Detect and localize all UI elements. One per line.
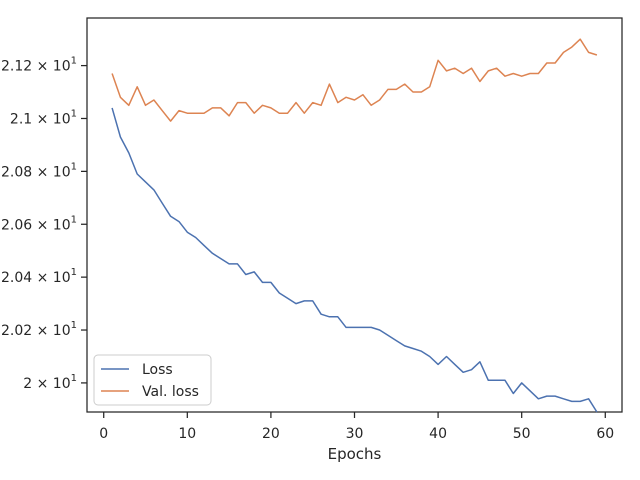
- y-tick-exponent: 1: [71, 373, 77, 384]
- y-tick-exponent: 1: [71, 320, 77, 331]
- y-tick-label: 2.02 × 101: [1, 320, 77, 339]
- x-axis: 0 10 20 30 40 50 60: [99, 412, 614, 442]
- y-tick-exponent: 1: [71, 108, 77, 119]
- series-line-1: [111, 38, 598, 122]
- x-tick-label: 40: [429, 426, 447, 442]
- y-tick-mantissa: 2.08: [1, 164, 32, 180]
- y-tick-exponent: 1: [71, 267, 77, 278]
- y-tick-label: 2.12 × 101: [1, 56, 77, 75]
- x-tick-label: 50: [513, 426, 531, 442]
- y-tick-label: 2.1 × 101: [10, 108, 77, 127]
- y-tick-label: 2 × 101: [23, 373, 77, 392]
- x-tick-label: 30: [346, 426, 364, 442]
- y-tick-mantissa: 2.1: [10, 111, 32, 127]
- y-tick-mantissa: 2.04: [1, 270, 32, 286]
- legend: Loss Val. loss: [93, 354, 212, 406]
- y-tick-exponent: 1: [71, 56, 77, 67]
- x-tick-label: 10: [178, 426, 196, 442]
- y-tick-label: 2.06 × 101: [1, 214, 77, 233]
- x-axis-label: Epochs: [328, 445, 382, 463]
- y-tick-mantissa: 2.02: [1, 323, 32, 339]
- y-tick-label: 2.08 × 101: [1, 161, 77, 180]
- y-tick-mantissa: 2.12: [1, 59, 32, 75]
- x-tick-label: 60: [596, 426, 614, 442]
- series-line-0: [111, 107, 598, 413]
- x-tick-label: 20: [262, 426, 280, 442]
- y-tick-label: 2.04 × 101: [1, 267, 77, 286]
- y-tick-exponent: 1: [71, 214, 77, 225]
- legend-label-0: Loss: [142, 362, 173, 378]
- y-tick-exponent: 1: [71, 161, 77, 172]
- plot-frame: [86, 17, 623, 413]
- y-tick-mantissa: 2.06: [1, 217, 32, 233]
- legend-label-1: Val. loss: [142, 384, 199, 400]
- plot-layer: [86, 17, 623, 413]
- legend-box: [93, 354, 212, 406]
- x-tick-label: 0: [99, 426, 108, 442]
- y-tick-mantissa: 2: [23, 376, 32, 392]
